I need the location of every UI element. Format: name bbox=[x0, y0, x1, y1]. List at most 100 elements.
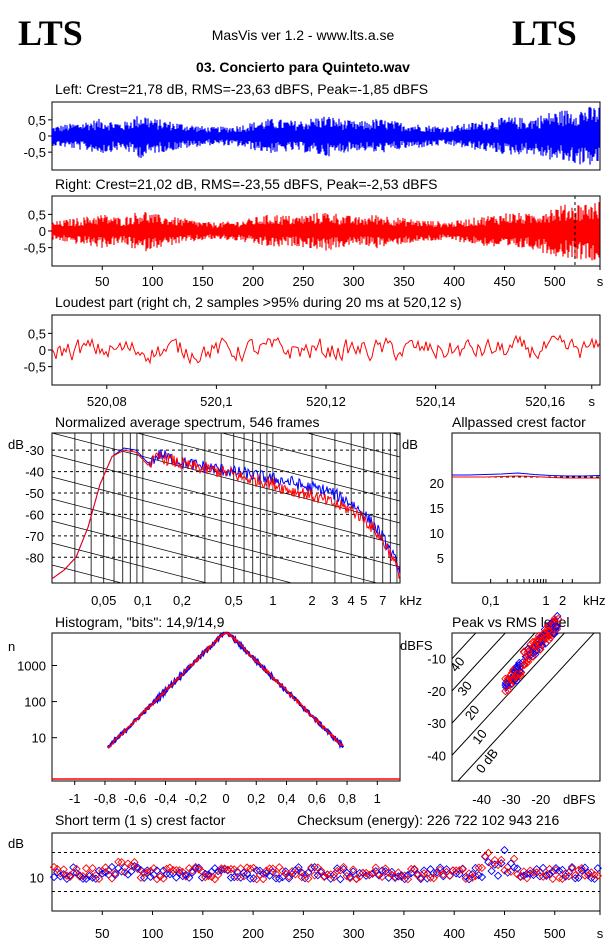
stcf-point bbox=[184, 873, 194, 882]
spectrum-slope-line bbox=[52, 476, 400, 568]
pvr-ytick: -30 bbox=[427, 716, 446, 731]
stcf-point bbox=[101, 868, 110, 877]
left-title: Left: Crest=21,78 dB, RMS=-23,63 dBFS, P… bbox=[55, 81, 428, 97]
right-waveform-xtick: s bbox=[597, 274, 604, 289]
stcf-point bbox=[136, 866, 146, 875]
stcf-point bbox=[313, 871, 323, 880]
crest-frame bbox=[451, 432, 601, 584]
histogram-xtick: -1 bbox=[69, 791, 81, 806]
histogram-xtick: -0,6 bbox=[124, 791, 146, 806]
left-waveform-signal bbox=[51, 106, 600, 165]
stcf-point bbox=[262, 869, 271, 878]
stcf-point bbox=[519, 871, 528, 880]
logo-right: LTS bbox=[512, 13, 577, 53]
stcf-point bbox=[69, 863, 78, 872]
stcf-point bbox=[223, 866, 232, 875]
stcf-point bbox=[522, 874, 532, 883]
stcf-point bbox=[258, 874, 268, 884]
stcf-point bbox=[442, 865, 451, 874]
spectrum-slope-line bbox=[52, 498, 379, 583]
pvr-point bbox=[520, 660, 529, 670]
stcf-point bbox=[204, 870, 213, 879]
stcf-point bbox=[493, 871, 503, 880]
stcf-point bbox=[236, 873, 245, 882]
histogram-xtick: 0,6 bbox=[308, 791, 326, 806]
stcf-point bbox=[133, 864, 142, 874]
stcf-xtick: 50 bbox=[95, 926, 109, 941]
pvr-point bbox=[519, 647, 529, 656]
stcf-point bbox=[336, 874, 345, 884]
stcf-point bbox=[371, 863, 380, 872]
loudest-signal bbox=[51, 334, 601, 365]
stcf-point bbox=[345, 872, 355, 882]
pvr-ytick: -10 bbox=[427, 652, 446, 667]
stcf-point bbox=[548, 874, 557, 884]
stcf-point bbox=[567, 864, 577, 873]
stcf-point bbox=[410, 864, 419, 874]
stcf-point bbox=[59, 869, 68, 879]
stcf-point bbox=[304, 868, 313, 877]
spectrum-ytick: -70 bbox=[25, 529, 44, 544]
pvr-point bbox=[506, 671, 515, 680]
checksum: Checksum (energy): 226 722 102 943 216 bbox=[297, 812, 559, 828]
stcf-point bbox=[538, 863, 548, 873]
stcf-point bbox=[397, 872, 406, 882]
loudest-xtick: 520,1 bbox=[200, 394, 233, 409]
stcf-point bbox=[349, 867, 358, 876]
spectrum-xtick: 3 bbox=[331, 593, 338, 608]
stcf-point bbox=[194, 865, 203, 874]
stcf-point bbox=[146, 872, 155, 882]
stcf-point bbox=[497, 855, 506, 865]
spectrum-xtick: 2 bbox=[308, 593, 315, 608]
stcf-point bbox=[294, 866, 303, 875]
stcf-point bbox=[461, 872, 471, 881]
pvr-point bbox=[523, 648, 532, 657]
stcf-point bbox=[297, 872, 306, 882]
stcf-point bbox=[181, 872, 191, 881]
stcf-point bbox=[78, 872, 88, 881]
stcf-point bbox=[484, 848, 493, 858]
stcf-point bbox=[94, 874, 104, 884]
stcf-point bbox=[88, 863, 97, 873]
stcf-point bbox=[587, 868, 596, 877]
pvr-point bbox=[533, 635, 543, 644]
stcf-title: Short term (1 s) crest factor bbox=[55, 812, 226, 828]
pvr-ytick: -40 bbox=[427, 748, 446, 763]
pvr-point bbox=[512, 662, 522, 671]
histogram-xtick: 0 bbox=[222, 791, 229, 806]
stcf-point bbox=[490, 855, 499, 865]
histogram-ytick: 100 bbox=[24, 695, 46, 710]
stcf-point bbox=[435, 863, 445, 872]
right-waveform-xtick: 50 bbox=[95, 274, 109, 289]
right-waveform-xtick: 100 bbox=[142, 274, 164, 289]
stcf-point bbox=[49, 872, 59, 882]
stcf-point bbox=[197, 867, 207, 876]
pvr-crest-line bbox=[457, 633, 595, 781]
stcf-point bbox=[152, 866, 162, 875]
file-title: 03. Concierto para Quinteto.wav bbox=[196, 59, 410, 75]
stcf-point bbox=[72, 864, 81, 874]
pvr-title: Peak vs RMS level bbox=[452, 614, 569, 630]
stcf-point bbox=[464, 875, 474, 884]
stcf-point bbox=[368, 869, 377, 878]
loudest-xtick: 520,16 bbox=[525, 394, 565, 409]
spectrum-slope-line bbox=[220, 433, 400, 480]
stcf-point bbox=[271, 869, 281, 879]
stcf-point bbox=[117, 858, 126, 867]
stcf-point bbox=[593, 871, 602, 880]
stcf-point bbox=[297, 868, 306, 877]
spectrum-xtick: 7 bbox=[379, 593, 386, 608]
stcf-point bbox=[127, 867, 136, 876]
loudest-title: Loudest part (right ch, 2 samples >95% d… bbox=[55, 294, 462, 310]
spectrum-slope-line bbox=[52, 631, 400, 721]
stcf-point bbox=[477, 872, 487, 882]
crest-ytick: 15 bbox=[430, 501, 444, 516]
pvr-xlabel: dBFS bbox=[563, 792, 596, 807]
stcf-point bbox=[435, 865, 445, 875]
histogram-title: Histogram, "bits": 14,9/14,9 bbox=[55, 614, 225, 630]
stcf-point bbox=[249, 863, 258, 873]
spectrum-series-line bbox=[51, 449, 401, 580]
loudest-xtick: 520,08 bbox=[87, 394, 127, 409]
right-waveform-xtick: 400 bbox=[443, 274, 465, 289]
stcf-point bbox=[242, 863, 252, 872]
